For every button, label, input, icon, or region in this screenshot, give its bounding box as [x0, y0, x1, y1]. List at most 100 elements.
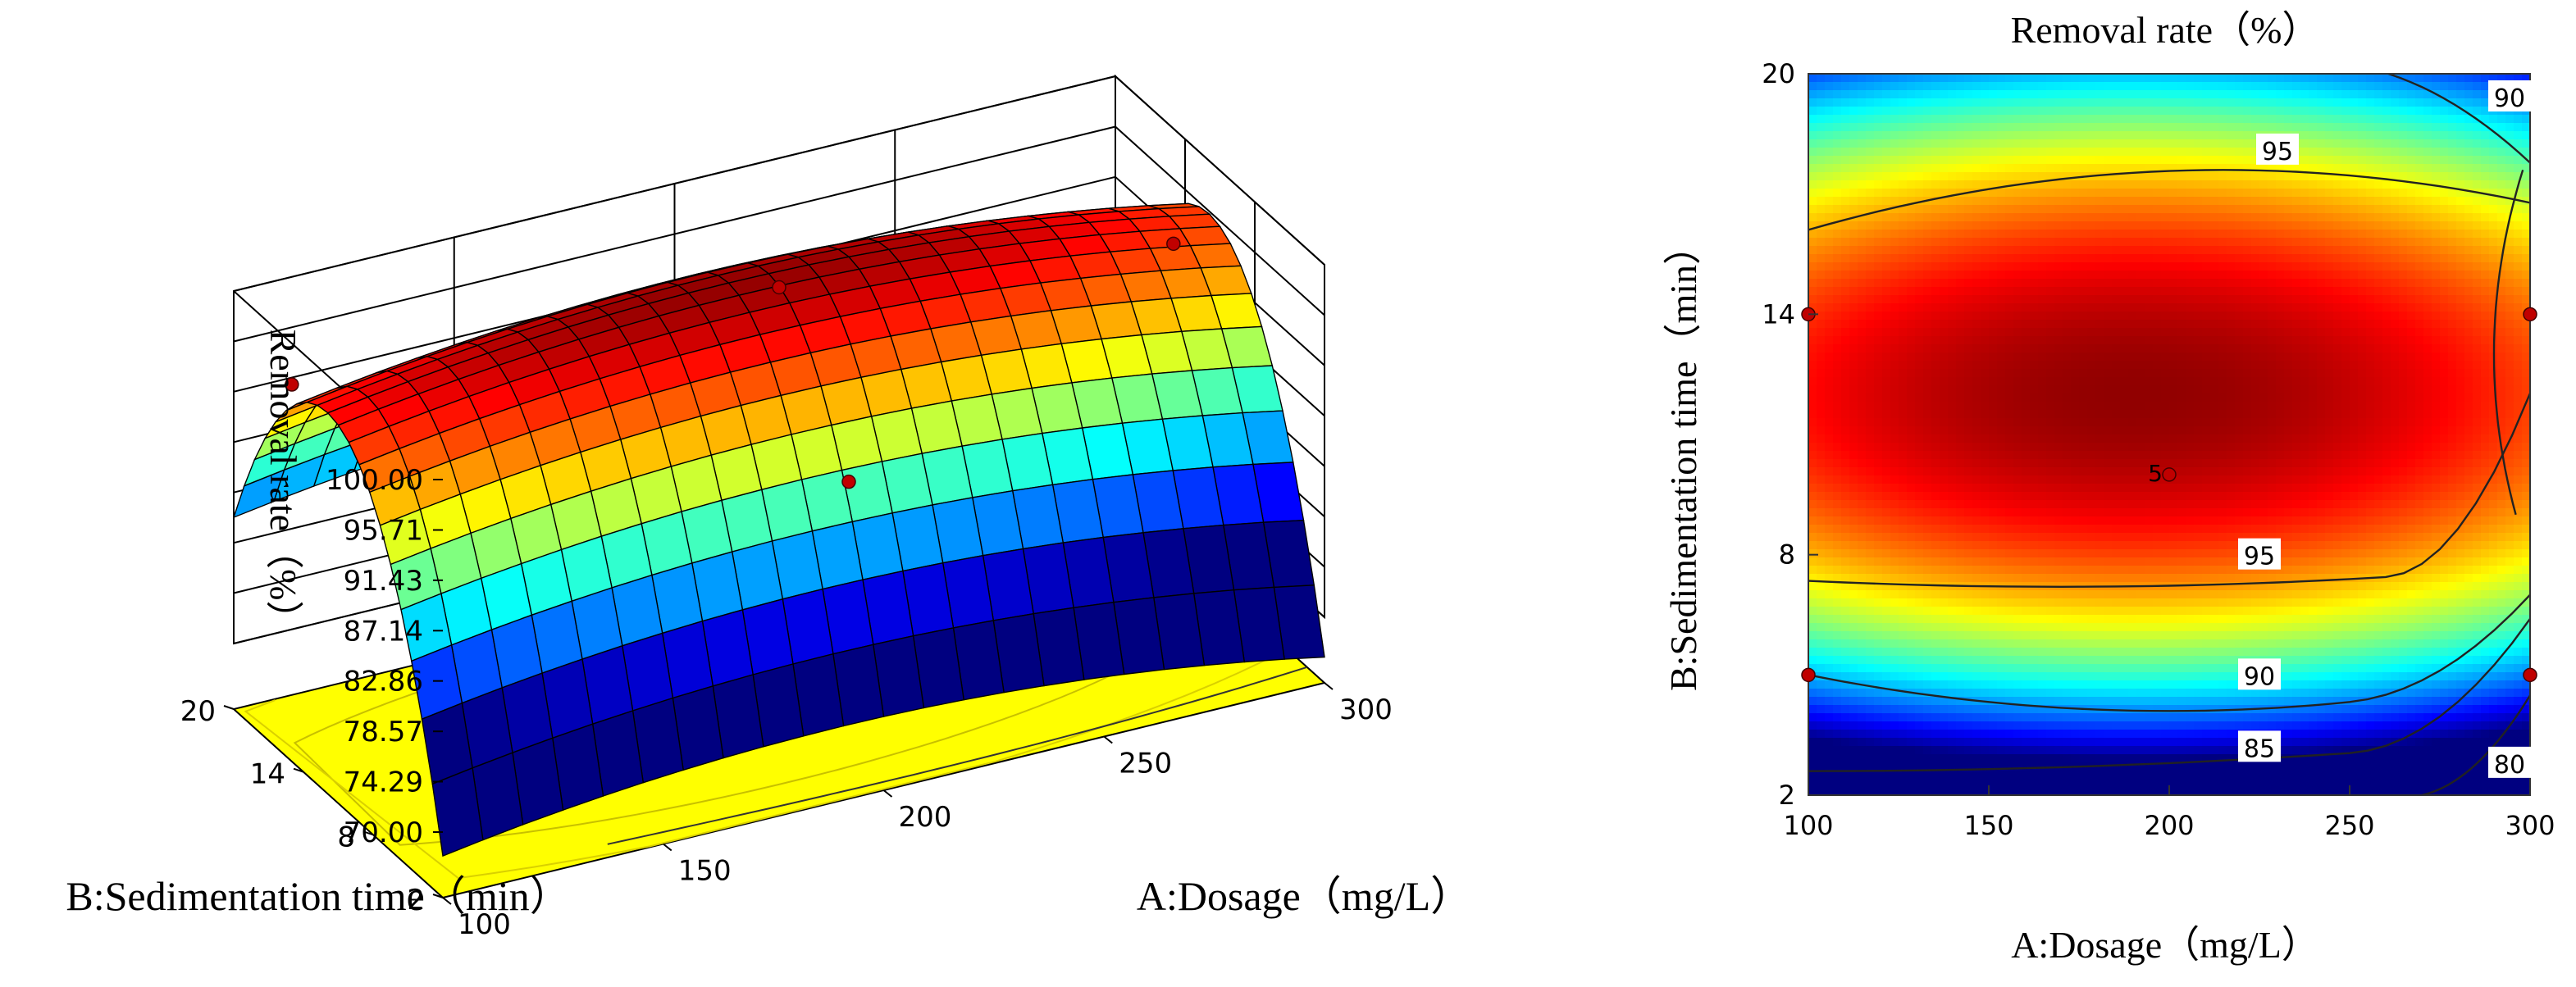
heatmap-cell — [2013, 221, 2022, 230]
heatmap-cell — [1849, 426, 1858, 435]
heatmap-cell — [1989, 738, 1998, 747]
heatmap-cell — [1882, 672, 1891, 681]
heatmap-cell — [2063, 508, 2072, 517]
heatmap-cell — [2013, 402, 2022, 411]
heatmap-cell — [1915, 451, 1924, 460]
heatmap-cell — [2063, 549, 2072, 558]
heatmap-cell — [1849, 762, 1858, 771]
heatmap-cell — [1849, 336, 1858, 345]
heatmap-cell — [2046, 262, 2055, 271]
heatmap-cell — [2153, 746, 2162, 755]
heatmap-cell — [2186, 82, 2195, 91]
heatmap-cell — [1964, 590, 1973, 599]
heatmap-cell — [2054, 730, 2063, 739]
heatmap-cell — [1915, 615, 1924, 624]
heatmap-cell — [2104, 303, 2113, 312]
heatmap-cell — [2013, 74, 2022, 83]
heatmap-cell — [1808, 115, 1817, 124]
heatmap-cell — [2145, 172, 2154, 181]
heatmap-cell — [2104, 656, 2113, 665]
heatmap-cell — [1858, 418, 1867, 427]
heatmap-cell — [2112, 74, 2121, 83]
heatmap-cell — [1874, 279, 1883, 288]
heatmap-cell — [2104, 336, 2113, 345]
heatmap-cell — [2030, 721, 2039, 730]
heatmap-cell — [1989, 115, 1998, 124]
heatmap-cell — [2087, 279, 2096, 288]
heatmap-cell — [2087, 590, 2096, 599]
heatmap-cell — [2177, 213, 2186, 222]
heatmap-cell — [1948, 672, 1957, 681]
heatmap-cell — [2005, 467, 2014, 476]
heatmap-cell — [1882, 107, 1891, 116]
heatmap-cell — [1874, 98, 1883, 107]
heatmap-cell — [2063, 623, 2072, 632]
heatmap-cell — [2087, 467, 2096, 476]
heatmap-cell — [2136, 467, 2145, 476]
heatmap-cell — [1849, 557, 1858, 566]
heatmap-cell — [1972, 82, 1981, 91]
heatmap-cell — [1866, 533, 1875, 542]
heatmap-cell — [1989, 533, 1998, 542]
heatmap-cell — [2087, 393, 2096, 403]
heatmap-cell — [1948, 410, 1957, 419]
heatmap-cell — [2153, 607, 2162, 616]
heatmap-cell — [1989, 197, 1998, 206]
heatmap-cell — [1956, 246, 1965, 255]
heatmap-cell — [2145, 164, 2154, 173]
heatmap-cell — [2063, 574, 2072, 583]
heatmap-cell — [2120, 607, 2129, 616]
heatmap-cell — [1866, 377, 1875, 386]
heatmap-cell — [2177, 656, 2186, 665]
heatmap-cell — [1989, 385, 1998, 394]
heatmap-cell — [1866, 205, 1875, 214]
heatmap-cell — [2202, 721, 2211, 730]
heatmap-cell — [2161, 418, 2170, 427]
heatmap-cell — [2161, 393, 2170, 403]
heatmap-cell — [2120, 189, 2129, 198]
heatmap-cell — [2218, 484, 2227, 493]
heatmap-cell — [2005, 492, 2014, 501]
heatmap-cell — [2136, 271, 2145, 280]
heatmap-cell — [2095, 197, 2104, 206]
heatmap-cell — [2128, 639, 2137, 648]
heatmap-cell — [1972, 279, 1981, 288]
heatmap-cell — [1997, 148, 2006, 157]
heatmap-cell — [1825, 697, 1834, 706]
heatmap-cell — [1833, 90, 1842, 99]
heatmap-cell — [1890, 238, 1899, 247]
heatmap-cell — [1825, 598, 1834, 607]
heatmap-cell — [1956, 295, 1965, 304]
heatmap-cell — [2005, 475, 2014, 484]
heatmap-cell — [2030, 516, 2039, 525]
heatmap-cell — [2022, 320, 2031, 329]
heatmap-cell — [2022, 156, 2031, 165]
heatmap-cell — [2095, 230, 2104, 239]
heatmap-cell — [2046, 680, 2055, 689]
contour-heatmap — [1808, 74, 2530, 795]
heatmap-cell — [2079, 352, 2088, 362]
heatmap-cell — [1907, 295, 1916, 304]
heatmap-cell — [1808, 615, 1817, 624]
heatmap-cell — [1940, 393, 1949, 403]
heatmap-cell — [1972, 352, 1981, 362]
heatmap-cell — [1899, 262, 1908, 271]
heatmap-cell — [2153, 172, 2162, 181]
heatmap-cell — [2071, 590, 2080, 599]
heatmap-cell — [2071, 74, 2080, 83]
heatmap-cell — [1874, 172, 1883, 181]
heatmap-cell — [2030, 410, 2039, 419]
heatmap-cell — [1817, 492, 1826, 501]
heatmap-cell — [2120, 205, 2129, 214]
heatmap-cell — [1849, 303, 1858, 312]
heatmap-cell — [2120, 352, 2129, 362]
heatmap-cell — [2161, 648, 2170, 657]
heatmap-cell — [1964, 148, 1973, 157]
heatmap-cell — [2112, 230, 2121, 239]
heatmap-cell — [2022, 443, 2031, 452]
heatmap-cell — [1817, 148, 1826, 157]
heatmap-cell — [1964, 434, 1973, 443]
heatmap-cell — [2194, 762, 2203, 771]
heatmap-cell — [2128, 484, 2137, 493]
heatmap-cell — [2145, 730, 2154, 739]
